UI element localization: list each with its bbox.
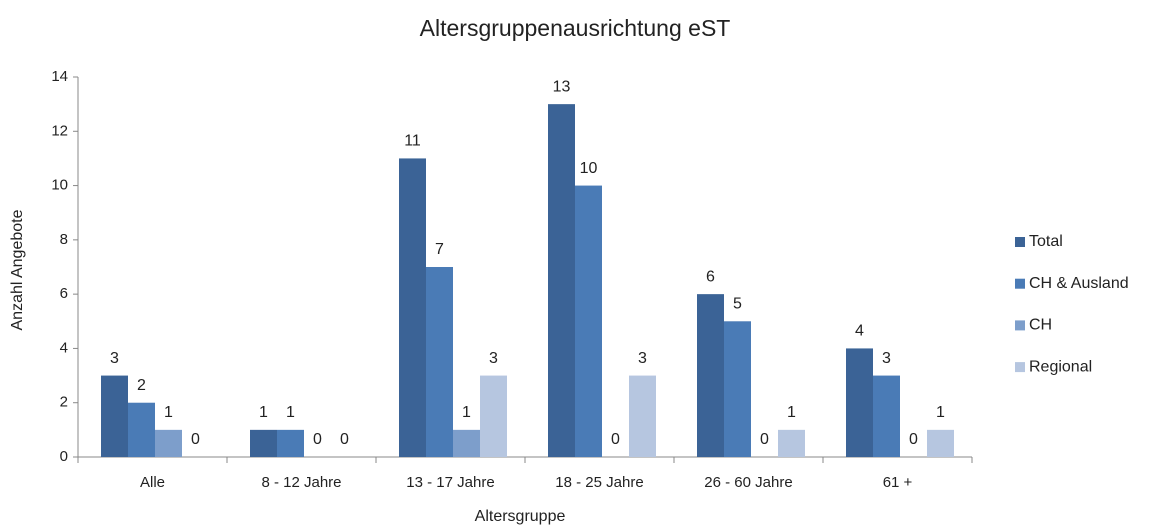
value-label: 0	[191, 431, 200, 448]
value-label: 1	[286, 404, 295, 421]
chart-title: Altersgruppenausrichtung eST	[420, 15, 731, 41]
value-label: 13	[553, 78, 571, 95]
value-label: 1	[787, 404, 796, 421]
bar	[575, 185, 602, 458]
bar	[778, 429, 805, 457]
bar	[250, 429, 277, 457]
value-label: 0	[760, 431, 769, 448]
y-tick-label: 12	[51, 122, 68, 139]
bar	[453, 429, 480, 457]
y-tick-label: 6	[60, 285, 68, 302]
bar	[697, 294, 724, 457]
value-label: 0	[313, 431, 322, 448]
value-label: 5	[733, 296, 742, 313]
value-label: 1	[936, 404, 945, 421]
legend-swatch	[1015, 320, 1025, 331]
value-label: 6	[706, 268, 715, 285]
y-tick-label: 14	[51, 68, 68, 85]
bar	[629, 375, 656, 457]
y-tick-label: 0	[60, 448, 68, 465]
bar	[873, 375, 900, 457]
x-tick-label: Alle	[140, 474, 165, 491]
legend-label: CH	[1029, 317, 1052, 334]
bar	[128, 402, 155, 457]
bar	[426, 267, 453, 457]
x-tick-label: 26 - 60 Jahre	[704, 474, 792, 491]
bar	[846, 348, 873, 457]
y-tick-label: 8	[60, 231, 68, 248]
bar	[155, 429, 182, 457]
value-label: 0	[340, 431, 349, 448]
bar	[399, 158, 426, 457]
value-label: 0	[611, 431, 620, 448]
value-label: 0	[909, 431, 918, 448]
x-tick-label: 13 - 17 Jahre	[406, 474, 494, 491]
value-label: 1	[164, 404, 173, 421]
value-label: 3	[882, 350, 891, 367]
x-axis-label: Altersgruppe	[475, 508, 566, 525]
value-label: 7	[435, 241, 444, 258]
bar	[101, 375, 128, 457]
value-label: 4	[855, 323, 864, 340]
value-label: 3	[489, 350, 498, 367]
value-label: 1	[259, 404, 268, 421]
value-label: 3	[110, 350, 119, 367]
bar	[277, 429, 304, 457]
bar	[548, 104, 575, 458]
y-tick-label: 4	[60, 339, 68, 356]
value-label: 1	[462, 404, 471, 421]
legend-swatch	[1015, 362, 1025, 373]
bar	[724, 321, 751, 457]
value-label: 3	[638, 350, 647, 367]
bar	[927, 429, 954, 457]
y-axis-label: Anzahl Angebote	[9, 209, 26, 330]
value-label: 10	[580, 160, 598, 177]
bar	[480, 375, 507, 457]
x-tick-label: 61 +	[883, 474, 913, 491]
y-tick-label: 2	[60, 394, 68, 411]
y-tick-label: 10	[51, 177, 68, 194]
legend-label: Total	[1029, 233, 1063, 250]
legend-label: Regional	[1029, 358, 1092, 375]
x-tick-label: 8 - 12 Jahre	[261, 474, 341, 491]
legend-swatch	[1015, 237, 1025, 247]
legend-label: CH & Ausland	[1029, 275, 1129, 292]
x-tick-label: 18 - 25 Jahre	[555, 474, 643, 491]
legend-swatch	[1015, 278, 1025, 289]
value-label: 11	[404, 133, 421, 150]
value-label: 2	[137, 377, 146, 394]
